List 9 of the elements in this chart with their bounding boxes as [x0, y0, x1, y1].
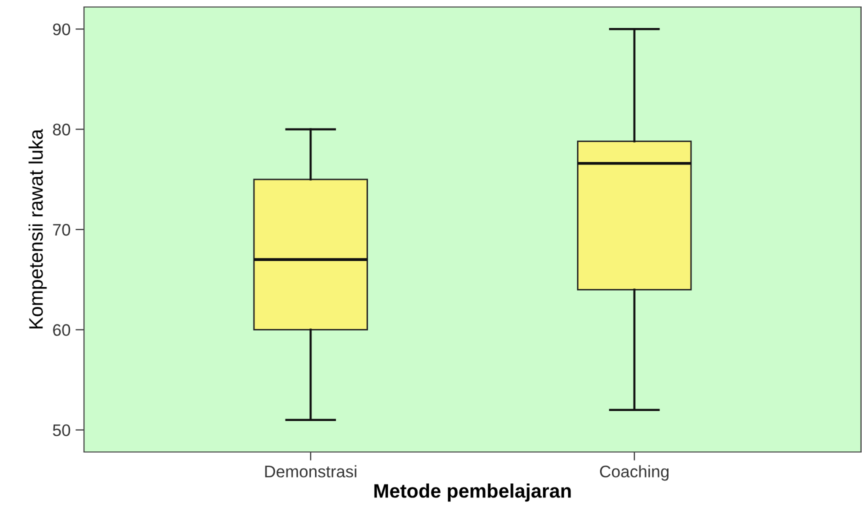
x-tick-label: Demonstrasi — [265, 465, 356, 478]
y-tick-label: 50 — [52, 424, 70, 436]
y-tick-label: 90 — [53, 23, 70, 36]
y-axis-title: Kompetensii rawat luka — [28, 128, 47, 328]
y-tick-label: 70 — [53, 224, 70, 236]
y-tick-label: 80 — [52, 124, 70, 136]
y-tick-label: 60 — [53, 324, 70, 336]
x-axis-title: Metode pembelajaran — [374, 484, 571, 502]
x-tick-label: Coaching — [600, 465, 669, 481]
